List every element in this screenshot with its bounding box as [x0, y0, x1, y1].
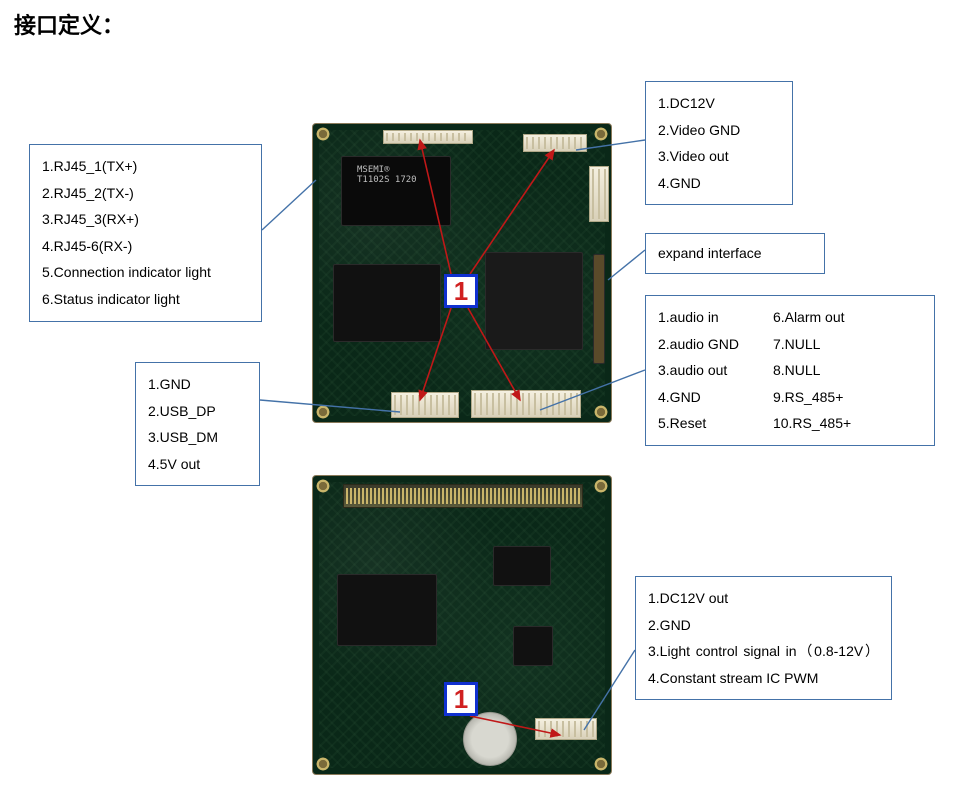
- callout-power-video: 1.DC12V 2.Video GND 3.Video out 4.GND: [645, 81, 793, 205]
- marker-1-top: 1: [444, 274, 478, 308]
- callout-usb: 1.GND 2.USB_DP 3.USB_DM 4.5V out: [135, 362, 260, 486]
- callout-dc-out: 1.DC12V out 2.GND 3.Light control signal…: [635, 576, 892, 700]
- page-title: 接口定义：: [14, 8, 124, 40]
- marker-1-bottom: 1: [444, 682, 478, 716]
- callout-rj45: 1.RJ45_1(TX+) 2.RJ45_2(TX-) 3.RJ45_3(RX+…: [29, 144, 262, 322]
- pcb-top: MSEMI®T1102S 1720: [312, 123, 612, 423]
- callout-audio: 1.audio in 2.audio GND 3.audio out 4.GND…: [645, 295, 935, 446]
- pcb-bottom: [312, 475, 612, 775]
- callout-expand-label: expand interface: [645, 233, 825, 274]
